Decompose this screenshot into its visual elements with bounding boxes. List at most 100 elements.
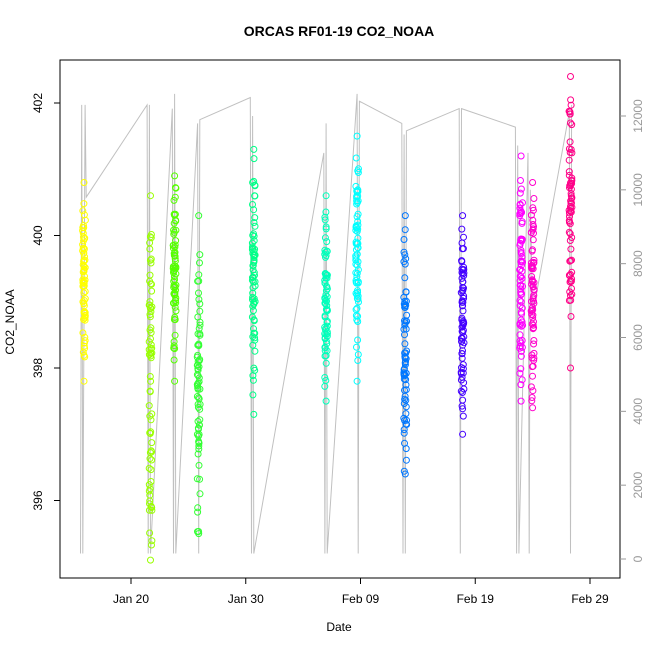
data-point — [251, 297, 259, 305]
data-point — [567, 185, 575, 193]
data-point — [528, 247, 536, 255]
data-point — [321, 330, 329, 338]
data-point — [517, 298, 525, 306]
data-point — [250, 257, 258, 265]
data-point — [460, 284, 467, 292]
data-point — [196, 405, 204, 413]
data-point — [459, 307, 467, 315]
data-point — [530, 286, 538, 294]
data-point — [81, 253, 88, 261]
data-point — [567, 292, 574, 300]
data-point — [79, 207, 87, 215]
data-point — [459, 212, 467, 220]
data-point — [145, 464, 153, 472]
data-point — [251, 334, 259, 342]
data-point — [517, 288, 525, 296]
data-point — [146, 500, 153, 508]
data-point — [322, 252, 330, 260]
data-point — [528, 273, 536, 280]
data-point — [196, 251, 204, 259]
data-point — [459, 396, 467, 404]
x-tick-label: Feb 09 — [342, 592, 380, 606]
data-point — [353, 304, 361, 312]
data-point — [146, 256, 154, 264]
y-tick-label: 400 — [31, 225, 45, 245]
data-point — [400, 429, 408, 437]
data-point — [401, 340, 409, 348]
data-point — [321, 374, 329, 381]
data-point — [529, 236, 537, 244]
data-point — [80, 179, 88, 186]
data-point — [250, 219, 258, 226]
series-rf12 — [565, 73, 576, 372]
data-point — [194, 361, 202, 369]
data-point — [195, 442, 203, 450]
data-point — [250, 206, 258, 214]
data-point — [146, 485, 154, 493]
series-rf10 — [516, 152, 527, 405]
data-point — [354, 221, 362, 229]
data-point — [517, 381, 525, 389]
data-point — [517, 365, 525, 373]
data-point — [250, 237, 258, 245]
data-point — [529, 179, 537, 186]
data-point — [171, 316, 179, 324]
data-point — [458, 373, 466, 381]
data-point — [565, 271, 573, 279]
y2-tick-label: 2000 — [631, 471, 645, 498]
data-point — [81, 216, 89, 224]
x-axis-label: Date — [326, 620, 352, 634]
data-point — [171, 193, 179, 201]
data-point — [79, 233, 87, 241]
series-rf05 — [248, 145, 259, 418]
data-point — [402, 301, 410, 309]
data-point — [567, 364, 574, 372]
data-point — [400, 236, 408, 243]
data-point — [458, 389, 466, 396]
data-point — [250, 269, 258, 277]
data-point — [528, 394, 536, 401]
data-point — [147, 416, 155, 424]
data-point — [401, 212, 409, 220]
data-point — [147, 259, 155, 267]
data-point — [194, 372, 202, 380]
data-point — [352, 182, 360, 190]
data-point — [193, 353, 201, 361]
data-point — [80, 249, 88, 257]
data-point — [322, 397, 330, 405]
data-point — [401, 395, 409, 403]
data-point — [518, 290, 526, 298]
data-point — [353, 261, 361, 269]
data-point — [355, 165, 362, 173]
data-point — [517, 257, 525, 265]
data-point — [352, 154, 360, 162]
y2-tick-label: 10000 — [631, 173, 645, 207]
data-point — [528, 304, 536, 312]
data-point — [171, 345, 179, 353]
data-point — [250, 317, 258, 325]
data-point — [565, 168, 573, 176]
data-point — [516, 369, 524, 377]
data-point — [516, 200, 524, 208]
data-point — [195, 271, 203, 279]
data-point — [516, 297, 524, 304]
data-point — [81, 256, 89, 264]
data-point — [352, 312, 360, 320]
data-point — [353, 132, 361, 140]
data-point — [194, 403, 202, 411]
data-point — [171, 172, 179, 180]
y2-tick-label: 12000 — [631, 99, 645, 133]
data-point — [321, 234, 329, 242]
series-rf06 — [321, 192, 331, 405]
data-point — [322, 270, 330, 278]
data-point — [195, 363, 203, 371]
data-point — [458, 364, 465, 372]
data-point — [353, 343, 360, 351]
data-point — [530, 279, 538, 286]
data-point — [194, 379, 202, 387]
data-point — [147, 556, 154, 564]
data-point — [249, 179, 257, 186]
data-point — [249, 289, 257, 297]
data-point — [460, 263, 468, 271]
